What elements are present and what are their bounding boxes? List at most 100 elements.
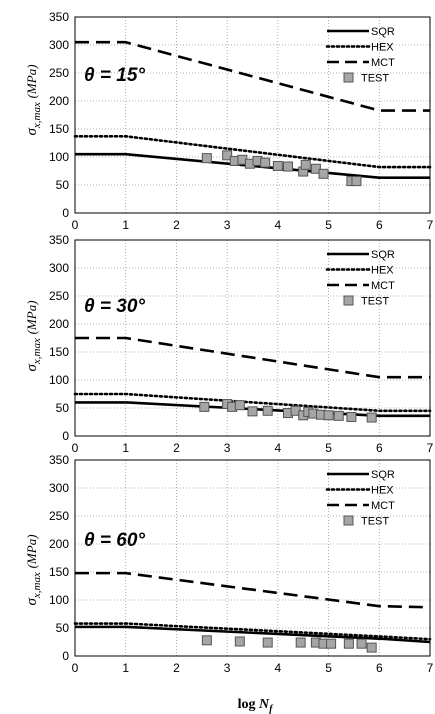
y-tick-label: 250 <box>49 289 69 303</box>
test-data-point <box>262 405 273 416</box>
y-tick-label: 200 <box>49 94 69 108</box>
x-tick-label: 3 <box>224 661 231 675</box>
series-line-hex <box>73 134 432 169</box>
legend-item-mct: MCT <box>327 500 395 512</box>
test-data-point <box>366 642 377 653</box>
panel-theta-60: σx,max (MPa) θ = 60° 0501001502002503003… <box>24 453 434 675</box>
legend-item-sqr: SQR <box>327 249 395 261</box>
legend-item-hex: HEX <box>325 42 394 54</box>
legend: SQR HEX MCT TEST <box>325 469 395 528</box>
legend-swatch <box>343 72 354 83</box>
series-line-hex <box>73 392 432 413</box>
x-tick-label: 5 <box>325 218 332 232</box>
legend-label: MCT <box>371 280 395 292</box>
x-tick-label: 6 <box>376 218 383 232</box>
legend-item-test: TEST <box>343 295 389 308</box>
legend-label: MCT <box>371 500 395 512</box>
test-data-point <box>234 636 245 647</box>
plot-area <box>73 239 432 437</box>
series-line-sqr <box>75 625 431 644</box>
x-tick-label: 7 <box>427 218 434 232</box>
legend-item-hex: HEX <box>325 265 394 277</box>
test-data-point <box>295 637 306 648</box>
series-line-mct <box>75 336 430 379</box>
test-data-point <box>247 406 258 417</box>
x-axis-label: log Nf <box>238 697 275 714</box>
test-data-point <box>262 637 273 648</box>
y-tick-label: 100 <box>49 593 69 607</box>
x-tick-label: 2 <box>173 218 180 232</box>
test-data-point <box>346 411 357 422</box>
y-tick-label: 300 <box>49 38 69 52</box>
legend-label: HEX <box>371 485 394 497</box>
x-tick-label: 1 <box>122 441 129 455</box>
test-data-point <box>199 401 210 412</box>
y-tick-label: 350 <box>49 453 69 467</box>
legend-label: SQR <box>371 26 395 38</box>
y-tick-label: 50 <box>56 178 70 192</box>
angle-annotation: θ = 15° <box>84 65 145 86</box>
legend-item-sqr: SQR <box>327 26 395 38</box>
x-tick-label: 1 <box>122 661 129 675</box>
y-tick-label: 200 <box>49 537 69 551</box>
legend-item-mct: MCT <box>327 280 395 292</box>
test-data-point <box>366 412 377 423</box>
x-tick-label: 2 <box>173 441 180 455</box>
y-tick-label: 50 <box>56 621 70 635</box>
y-tick-label: 50 <box>56 401 70 415</box>
test-data-point <box>272 160 283 171</box>
x-tick-label: 0 <box>72 441 79 455</box>
legend-item-hex: HEX <box>325 485 394 497</box>
y-tick-label: 150 <box>49 122 69 136</box>
y-tick-label: 0 <box>62 649 69 663</box>
legend-label: HEX <box>371 265 394 277</box>
legend-item-sqr: SQR <box>327 469 395 481</box>
legend-label: MCT <box>371 57 395 69</box>
legend-label: TEST <box>361 296 389 308</box>
y-tick-label: 150 <box>49 345 69 359</box>
legend-label: SQR <box>371 249 395 261</box>
y-tick-label: 350 <box>49 233 69 247</box>
x-tick-label: 7 <box>427 661 434 675</box>
y-tick-label: 200 <box>49 317 69 331</box>
legend: SQR HEX MCT TEST <box>325 249 395 308</box>
test-data-point <box>222 150 233 161</box>
x-tick-label: 6 <box>376 661 383 675</box>
y-tick-label: 0 <box>62 206 69 220</box>
x-tick-label: 5 <box>325 441 332 455</box>
legend-label: SQR <box>371 469 395 481</box>
x-tick-label: 0 <box>72 661 79 675</box>
legend-label: TEST <box>361 516 389 528</box>
test-data-point <box>201 635 212 646</box>
series-line-mct <box>75 40 430 112</box>
panel-theta-30: σx,max (MPa) θ = 30° 0501001502002503003… <box>24 233 434 455</box>
y-axis-label: σx,max (MPa) <box>24 534 43 605</box>
legend-swatch <box>343 295 354 306</box>
x-tick-label: 2 <box>173 661 180 675</box>
y-tick-label: 250 <box>49 66 69 80</box>
plot-area <box>73 459 432 657</box>
x-tick-label: 0 <box>72 218 79 232</box>
y-tick-label: 300 <box>49 481 69 495</box>
y-axis-label: σx,max (MPa) <box>24 64 43 135</box>
test-data-point <box>310 163 321 174</box>
y-axis-label: σx,max (MPa) <box>24 300 43 371</box>
x-tick-label: 7 <box>427 441 434 455</box>
series-line-hex <box>73 622 432 641</box>
test-data-point <box>283 161 293 172</box>
series-line-mct <box>75 571 431 609</box>
test-data-point <box>326 638 337 649</box>
test-data-point <box>343 638 354 649</box>
test-data-point <box>260 157 271 168</box>
test-data-point <box>356 638 367 649</box>
x-tick-label: 4 <box>275 661 282 675</box>
angle-annotation: θ = 30° <box>84 296 145 317</box>
x-tick-label: 4 <box>275 218 282 232</box>
test-data-point <box>300 159 311 170</box>
y-tick-label: 100 <box>49 150 69 164</box>
test-data-point <box>201 153 212 164</box>
test-data-point <box>333 410 344 421</box>
x-tick-label: 5 <box>325 661 332 675</box>
test-data-point <box>318 168 329 179</box>
legend-item-mct: MCT <box>327 57 395 69</box>
